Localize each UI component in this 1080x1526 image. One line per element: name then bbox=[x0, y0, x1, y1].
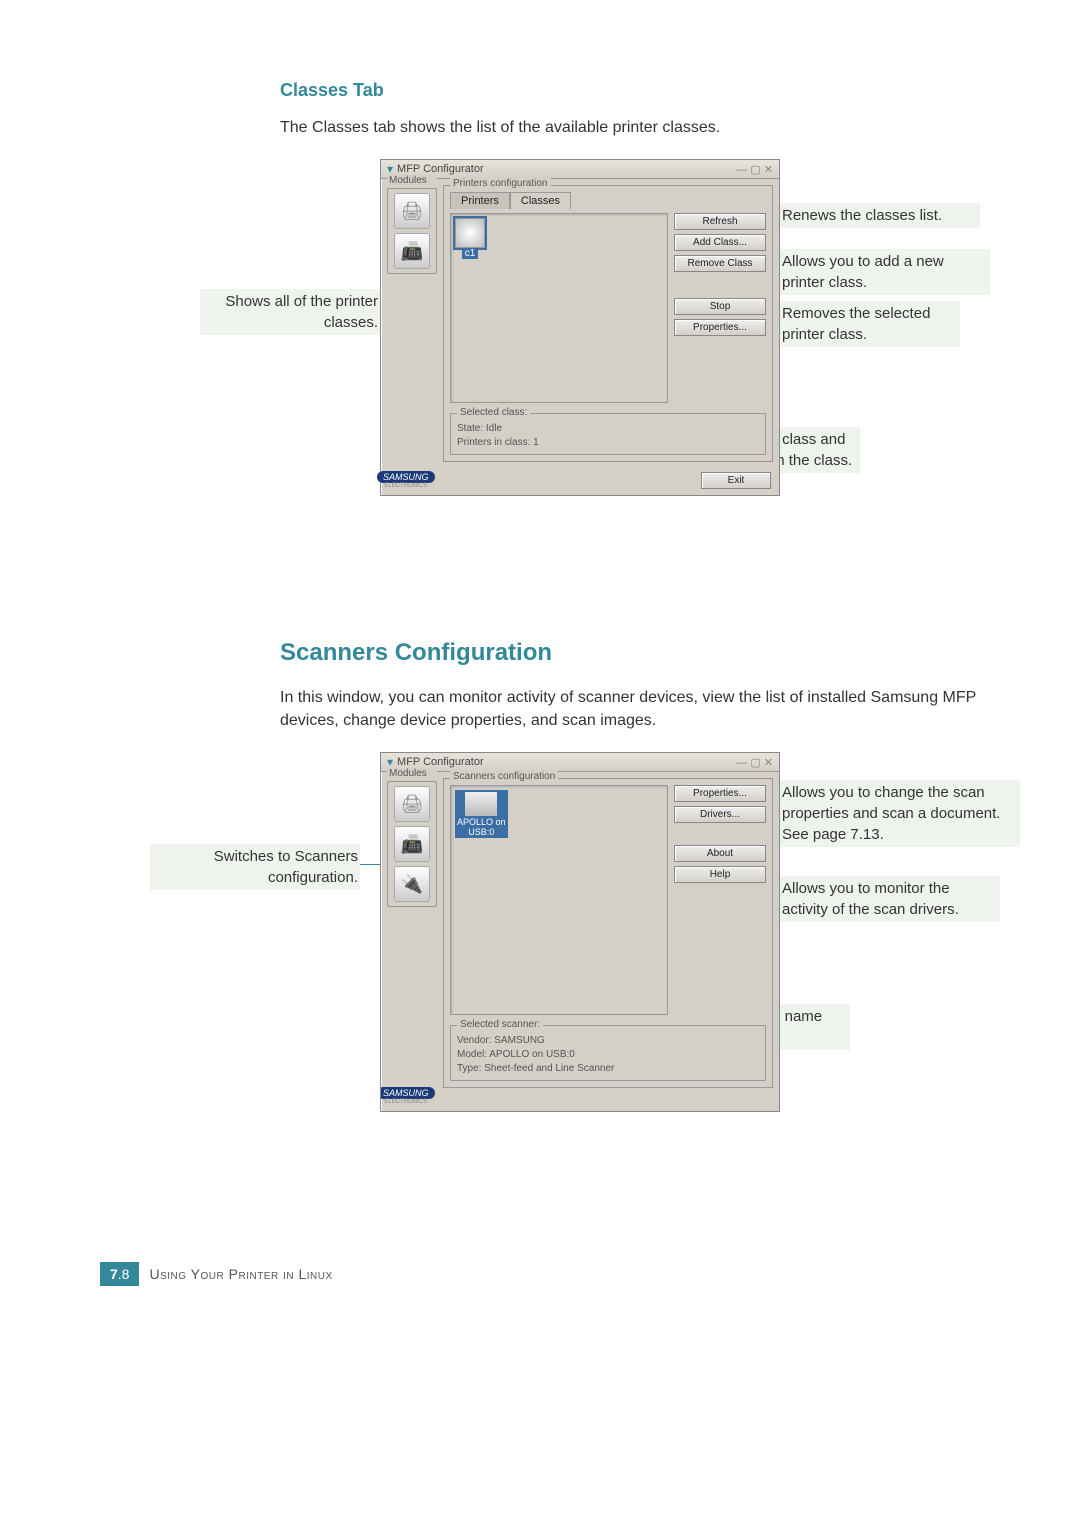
printer-class-icon bbox=[455, 218, 485, 248]
remove-class-button[interactable]: Remove Class bbox=[674, 255, 766, 272]
printers-module-icon[interactable]: 🖨 bbox=[394, 193, 430, 229]
scanners-config-intro: In this window, you can monitor activity… bbox=[280, 687, 980, 732]
status-line: Model: APOLLO on USB:0 bbox=[457, 1048, 759, 1062]
brand-badge: SAMSUNG ELECTRONICS bbox=[377, 471, 435, 489]
classes-listbox[interactable]: c1 bbox=[450, 213, 668, 403]
refresh-button[interactable]: Refresh bbox=[674, 213, 766, 230]
chevron-down-icon: ▾ bbox=[387, 755, 393, 769]
classes-tab-intro: The Classes tab shows the list of the av… bbox=[280, 117, 980, 139]
callout-properties: Allows you to change the scan properties… bbox=[780, 780, 1020, 847]
classes-tab-heading: Classes Tab bbox=[280, 80, 980, 101]
callout-drivers: Allows you to monitor the activity of th… bbox=[780, 876, 1000, 922]
modules-panel: 🖨 📠 🔌 bbox=[387, 781, 437, 907]
status-line: Type: Sheet-feed and Line Scanner bbox=[457, 1062, 759, 1076]
modules-panel: 🖨 📠 bbox=[387, 188, 437, 274]
status-label: Selected class: bbox=[457, 406, 530, 420]
scanners-module-icon[interactable]: 📠 bbox=[394, 233, 430, 269]
class-item-label: c1 bbox=[462, 248, 479, 259]
scanners-figure: Switches to Scanners configuration. Show… bbox=[160, 752, 980, 1142]
callout-printer-classes: Shows all of the printer classes. bbox=[200, 289, 380, 335]
selected-scanner-group: Selected scanner: Vendor: SAMSUNG Model:… bbox=[450, 1025, 766, 1081]
scanner-icon bbox=[465, 792, 497, 816]
button-column: Refresh Add Class... Remove Class Stop P… bbox=[674, 213, 766, 403]
printers-module-icon[interactable]: 🖨 bbox=[394, 786, 430, 822]
window-controls[interactable]: — ▢ ✕ bbox=[736, 163, 773, 176]
page-number-badge: 7.8 bbox=[100, 1262, 139, 1286]
about-button[interactable]: About bbox=[674, 845, 766, 862]
group-label: Scanners configuration bbox=[450, 771, 558, 782]
titlebar: ▾ MFP Configurator — ▢ ✕ bbox=[381, 160, 779, 179]
chevron-down-icon: ▾ bbox=[387, 162, 393, 176]
printers-figure: Shows all of the printer classes. Renews… bbox=[160, 159, 980, 579]
titlebar: ▾ MFP Configurator — ▢ ✕ bbox=[381, 753, 779, 772]
button-column: Properties... Drivers... About Help bbox=[674, 785, 766, 1015]
scanner-label-line2: USB:0 bbox=[468, 828, 494, 838]
scanners-module-icon[interactable]: 📠 bbox=[394, 826, 430, 862]
modules-label: Modules bbox=[387, 175, 437, 186]
tab-classes[interactable]: Classes bbox=[510, 192, 571, 209]
mfp-configurator-window-scanners: ▾ MFP Configurator — ▢ ✕ Modules 🖨 📠 🔌 S… bbox=[380, 752, 780, 1112]
callout-refresh: Renews the classes list. bbox=[780, 203, 980, 228]
class-item[interactable]: c1 bbox=[455, 218, 485, 259]
group-label: Printers configuration bbox=[450, 178, 551, 189]
properties-button[interactable]: Properties... bbox=[674, 785, 766, 802]
printers-config-group: Printers configuration Printers Classes … bbox=[443, 185, 773, 462]
callout-remove-class: Removes the selected printer class. bbox=[780, 301, 960, 347]
window-title: MFP Configurator bbox=[397, 163, 732, 175]
selected-class-group: Selected class: State: Idle Printers in … bbox=[450, 413, 766, 455]
stop-button[interactable]: Stop bbox=[674, 298, 766, 315]
window-title: MFP Configurator bbox=[397, 756, 732, 768]
exit-button[interactable]: Exit bbox=[701, 472, 771, 489]
brand-badge: SAMSUNG ELECTRONICS bbox=[380, 1087, 435, 1105]
scanners-config-heading: Scanners Configuration bbox=[280, 639, 980, 667]
window-controls[interactable]: — ▢ ✕ bbox=[736, 756, 773, 769]
tab-printers[interactable]: Printers bbox=[450, 192, 510, 209]
tabs: Printers Classes bbox=[450, 192, 766, 209]
modules-label: Modules bbox=[387, 768, 437, 779]
add-class-button[interactable]: Add Class... bbox=[674, 234, 766, 251]
footer-text: Using Your Printer in Linux bbox=[149, 1266, 332, 1282]
ports-module-icon[interactable]: 🔌 bbox=[394, 866, 430, 902]
help-button[interactable]: Help bbox=[674, 866, 766, 883]
mfp-configurator-window: ▾ MFP Configurator — ▢ ✕ Modules 🖨 📠 Pri… bbox=[380, 159, 780, 496]
scanners-config-group: Scanners configuration APOLLO on USB:0 P… bbox=[443, 778, 773, 1088]
callout-switch-scanners: Switches to Scanners configuration. bbox=[150, 844, 360, 890]
status-label: Selected scanner: bbox=[457, 1018, 543, 1032]
status-line: State: Idle bbox=[457, 422, 759, 436]
properties-button[interactable]: Properties... bbox=[674, 319, 766, 336]
scanner-item[interactable]: APOLLO on USB:0 bbox=[455, 790, 508, 838]
page-footer: 7.8 Using Your Printer in Linux bbox=[100, 1262, 980, 1286]
status-line: Printers in class: 1 bbox=[457, 436, 759, 450]
scanners-listbox[interactable]: APOLLO on USB:0 bbox=[450, 785, 668, 1015]
drivers-button[interactable]: Drivers... bbox=[674, 806, 766, 823]
callout-add-class: Allows you to add a new printer class. bbox=[780, 249, 990, 295]
status-line: Vendor: SAMSUNG bbox=[457, 1034, 759, 1048]
